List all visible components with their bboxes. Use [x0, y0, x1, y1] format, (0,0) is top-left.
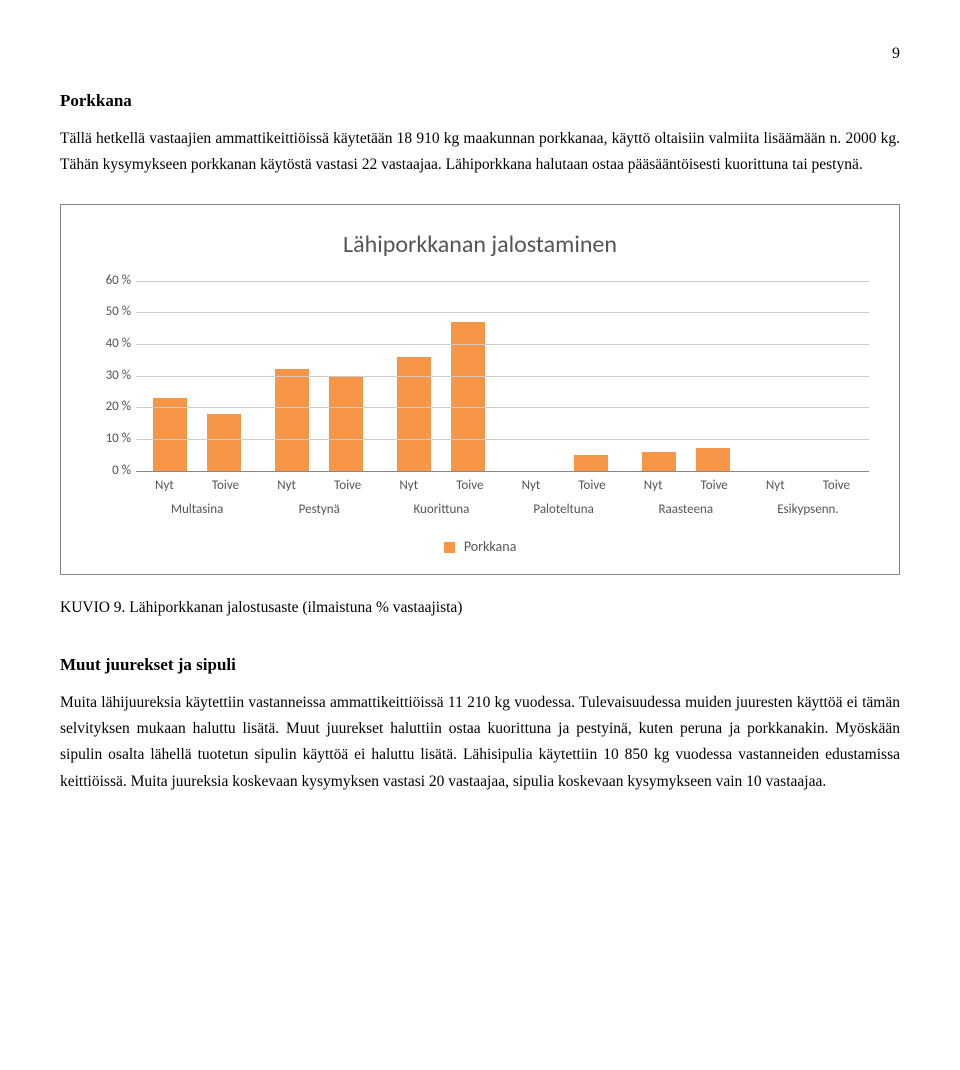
- bar: [329, 376, 363, 471]
- chart-legend: Porkkana: [91, 535, 869, 559]
- chart-title: Lähiporkkanan jalostaminen: [91, 225, 869, 266]
- gridline: [136, 344, 869, 345]
- y-tick-label: 40 %: [106, 333, 131, 355]
- x-sublabel-pair: Nyt Toive: [503, 475, 625, 497]
- x-sublabel: Nyt: [399, 475, 418, 497]
- y-tick-label: 30 %: [106, 365, 131, 387]
- x-sublabel: Toive: [334, 475, 361, 497]
- paragraph-1: Tällä hetkellä vastaajien ammattikeittiö…: [60, 126, 900, 179]
- gridline: [136, 407, 869, 408]
- x-sublabel: Nyt: [766, 475, 785, 497]
- page-number: 9: [60, 40, 900, 67]
- x-sublabel-pair: Nyt Toive: [136, 475, 258, 497]
- x-sublabel: Nyt: [522, 475, 541, 497]
- bar: [153, 398, 187, 471]
- x-category-label: Raasteena: [625, 499, 747, 521]
- x-category-label: Paloteltuna: [503, 499, 625, 521]
- bar: [696, 448, 730, 470]
- x-sublabel: Toive: [212, 475, 239, 497]
- x-sublabel: Nyt: [277, 475, 296, 497]
- chart-plot: 0 %10 %20 %30 %40 %50 %60 %: [136, 281, 869, 471]
- x-sublabel: Toive: [823, 475, 850, 497]
- x-category-label: Multasina: [136, 499, 258, 521]
- x-sublabel-pair: Nyt Toive: [747, 475, 869, 497]
- x-sublabel-pair: Nyt Toive: [625, 475, 747, 497]
- x-sublabel: Nyt: [644, 475, 663, 497]
- bar: [397, 357, 431, 471]
- chart-container: Lähiporkkanan jalostaminen 0 %10 %20 %30…: [60, 204, 900, 575]
- x-category-label: Kuorittuna: [380, 499, 502, 521]
- x-category-label: Esikypsenn.: [747, 499, 869, 521]
- x-sublabel: Nyt: [155, 475, 174, 497]
- heading-porkkana: Porkkana: [60, 87, 900, 116]
- legend-label: Porkkana: [464, 538, 516, 555]
- bar: [574, 455, 608, 471]
- figure-caption: KUVIO 9. Lähiporkkanan jalostusaste (ilm…: [60, 595, 900, 621]
- legend-swatch: [444, 542, 455, 553]
- gridline: [136, 471, 869, 472]
- gridline: [136, 281, 869, 282]
- x-sublabel-pair: Nyt Toive: [258, 475, 380, 497]
- x-sublabel: Toive: [701, 475, 728, 497]
- y-tick-label: 0 %: [112, 460, 131, 482]
- heading-muut-juurekset: Muut juurekset ja sipuli: [60, 651, 900, 680]
- x-sublabel: Toive: [578, 475, 605, 497]
- y-tick-label: 10 %: [106, 428, 131, 450]
- x-categories-row: MultasinaPestynäKuorittunaPaloteltunaRaa…: [136, 499, 869, 521]
- gridline: [136, 439, 869, 440]
- x-sublabel: Toive: [456, 475, 483, 497]
- y-axis: 0 %10 %20 %30 %40 %50 %60 %: [91, 281, 136, 471]
- bar: [275, 369, 309, 470]
- x-category-label: Pestynä: [258, 499, 380, 521]
- bar: [642, 452, 676, 471]
- paragraph-2: Muita lähijuureksia käytettiin vastannei…: [60, 690, 900, 795]
- x-sublabels-row: Nyt Toive Nyt Toive Nyt Toive Nyt Toive Nyt Toive…: [136, 471, 869, 497]
- y-tick-label: 60 %: [106, 270, 131, 292]
- y-tick-label: 50 %: [106, 301, 131, 323]
- x-sublabel-pair: Nyt Toive: [380, 475, 502, 497]
- gridline: [136, 376, 869, 377]
- gridline: [136, 312, 869, 313]
- bar: [207, 414, 241, 471]
- y-tick-label: 20 %: [106, 396, 131, 418]
